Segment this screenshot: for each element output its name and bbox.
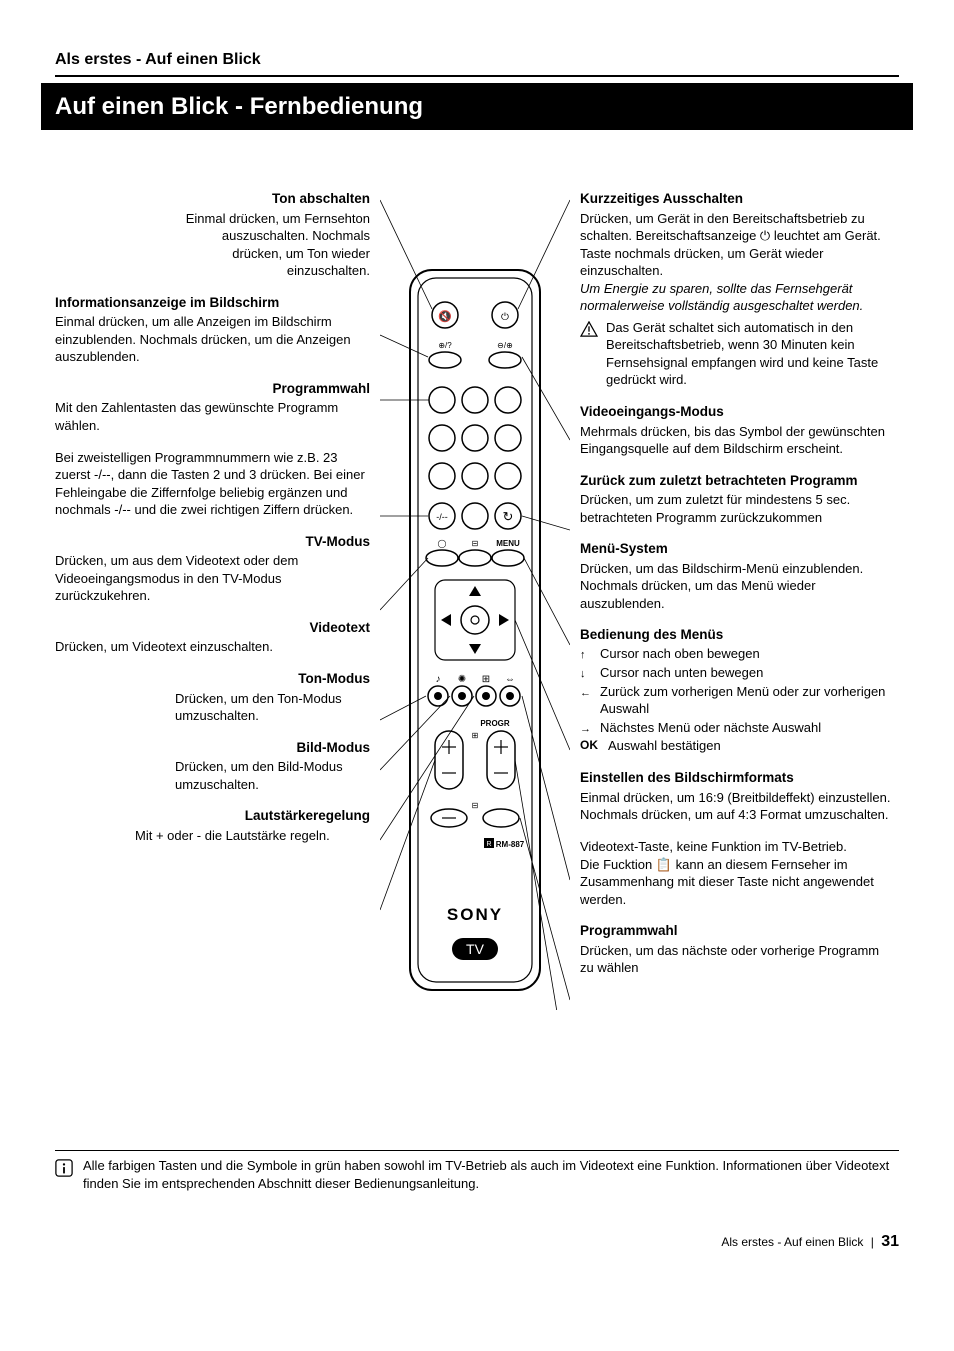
sound-title: Ton-Modus [175,670,370,688]
menuctrl-item-text: Cursor nach unten bewegen [600,665,763,682]
menuctrl-title: Bedienung des Menüs [580,626,895,644]
format-text2: Videotext-Taste, keine Funktion im TV-Be… [580,838,895,856]
format-text1: Einmal drücken, um 16:9 (Breitbildeffekt… [580,789,895,824]
standby-text1: Drücken, um Gerät in den Bereitschaftsbe… [580,210,895,280]
menuctrl-list: ↑ Cursor nach oben bewegen ↓ Cursor nach u… [580,646,895,755]
svg-text:⊖/⊕: ⊖/⊕ [497,341,513,350]
mute-text: Einmal drücken, um Fernsehton auszuschal… [175,210,370,280]
svg-text:◯: ◯ [438,539,447,548]
arrow-down-icon: ↓ [580,667,592,681]
volume-title: Lautstärkeregelung [135,807,370,825]
arrow-left-icon: ← [580,686,592,700]
menuctrl-item-text: Zurück zum vorherigen Menü oder zur vorh… [600,684,895,718]
section-heading: Als erstes - Auf einen Blick [55,50,899,77]
svg-text:↻: ↻ [503,509,514,524]
format-text3: Die Fucktion 📋 kann an diesem Fernseher … [580,856,895,909]
prog-text1: Mit den Zahlentasten das gewünschte Prog… [55,399,370,434]
mute-title: Ton abschalten [175,190,370,208]
svg-text:PROGR: PROGR [480,719,510,728]
menuctrl-item-text: Cursor nach oben bewegen [600,646,760,663]
remote-illustration: 🔇 ⏻ ⊕/? ⊖/⊕ -/-- ↻ ◯ ⊟ MENU [380,190,570,1010]
svg-text:TV: TV [466,941,485,957]
page-footer-label: Als erstes - Auf einen Blick [721,1235,863,1249]
svg-text:⊟: ⊟ [472,801,479,810]
volume-text: Mit + oder - die Lautstärke regeln. [135,827,370,845]
osd-title: Informationsanzeige im Bildschirm [55,294,370,312]
teletext-text: Drücken, um Videotext einzuschalten. [55,638,370,656]
prog-title: Programmwahl [55,380,370,398]
footer-text: Alle farbigen Tasten und die Symbole in … [83,1157,899,1192]
standby-italic: Um Energie zu sparen, sollte das Fernseh… [580,280,895,315]
teletext-title: Videotext [55,619,370,637]
tvmode-text: Drücken, um aus dem Videotext oder dem V… [55,552,370,605]
remote-column: 🔇 ⏻ ⊕/? ⊖/⊕ -/-- ↻ ◯ ⊟ MENU [380,190,570,1010]
input-text: Mehrmals drücken, bis das Symbol der gew… [580,423,895,458]
arrow-up-icon: ↑ [580,648,592,662]
format-title: Einstellen des Bildschirmformats [580,769,895,787]
standby-warn: Das Gerät schaltet sich automatisch in d… [606,319,895,389]
page-title: Auf einen Blick - Fernbedienung [41,83,913,130]
arrow-right-icon: → [580,722,592,736]
svg-text:✺: ✺ [458,674,466,685]
warning-icon [580,321,598,337]
input-title: Videoeingangs-Modus [580,403,895,421]
svg-text:RM-887: RM-887 [496,840,525,849]
ok-label: OK [580,738,600,754]
lastprog-title: Zurück zum zuletzt betrachteten Programm [580,472,895,490]
page-number: 31 [881,1233,899,1250]
tvmode-title: TV-Modus [55,533,370,551]
svg-text:⊕/?: ⊕/? [438,341,452,350]
svg-text:SONY: SONY [447,905,503,924]
left-column: Ton abschalten Einmal drücken, um Fernse… [55,190,370,1010]
standby-title: Kurzzeitiges Ausschalten [580,190,895,208]
footer: Alle farbigen Tasten und die Symbole in … [55,1150,899,1192]
picture-title: Bild-Modus [175,739,370,757]
sound-text: Drücken, um den Ton-Modus umzuschalten. [175,690,370,725]
svg-text:⊞: ⊞ [482,674,490,685]
svg-text:♪: ♪ [436,674,441,685]
menusys-text: Drücken, um das Bildschirm-Menü einzuble… [580,560,895,613]
progsel-title: Programmwahl [580,922,895,940]
svg-text:-/--: -/-- [436,512,448,522]
svg-text:⏻: ⏻ [501,312,509,323]
svg-text:R: R [486,841,491,848]
page-footer: Als erstes - Auf einen Blick | 31 [55,1232,899,1253]
prog-text2: Bei zweistelligen Programmnummern wie z.… [55,449,370,519]
menuctrl-item-text: Nächstes Menü oder nächste Auswahl [600,720,821,737]
svg-text:🔇: 🔇 [438,310,452,323]
svg-text:⊟: ⊟ [472,539,479,548]
info-icon [55,1159,73,1177]
picture-text: Drücken, um den Bild-Modus umzuschalten. [175,758,370,793]
menusys-title: Menü-System [580,540,895,558]
lastprog-text: Drücken, um zum zuletzt für mindestens 5… [580,491,895,526]
progsel-text: Drücken, um das nächste oder vorherige P… [580,942,895,977]
svg-text:⇔: ⇔ [505,674,515,685]
svg-text:MENU: MENU [496,539,520,548]
svg-text:⊞: ⊞ [472,731,479,740]
menuctrl-ok-text: Auswahl bestätigen [608,738,721,755]
main-layout: Ton abschalten Einmal drücken, um Fernse… [55,190,899,1010]
osd-text: Einmal drücken, um alle Anzeigen im Bild… [55,313,370,366]
right-column: Kurzzeitiges Ausschalten Drücken, um Ger… [580,190,895,1010]
